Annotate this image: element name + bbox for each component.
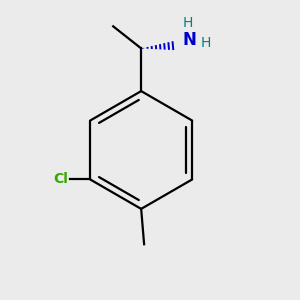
- Text: H: H: [182, 16, 193, 30]
- Text: Cl: Cl: [53, 172, 68, 186]
- Text: N: N: [182, 31, 196, 49]
- Text: H: H: [201, 35, 211, 50]
